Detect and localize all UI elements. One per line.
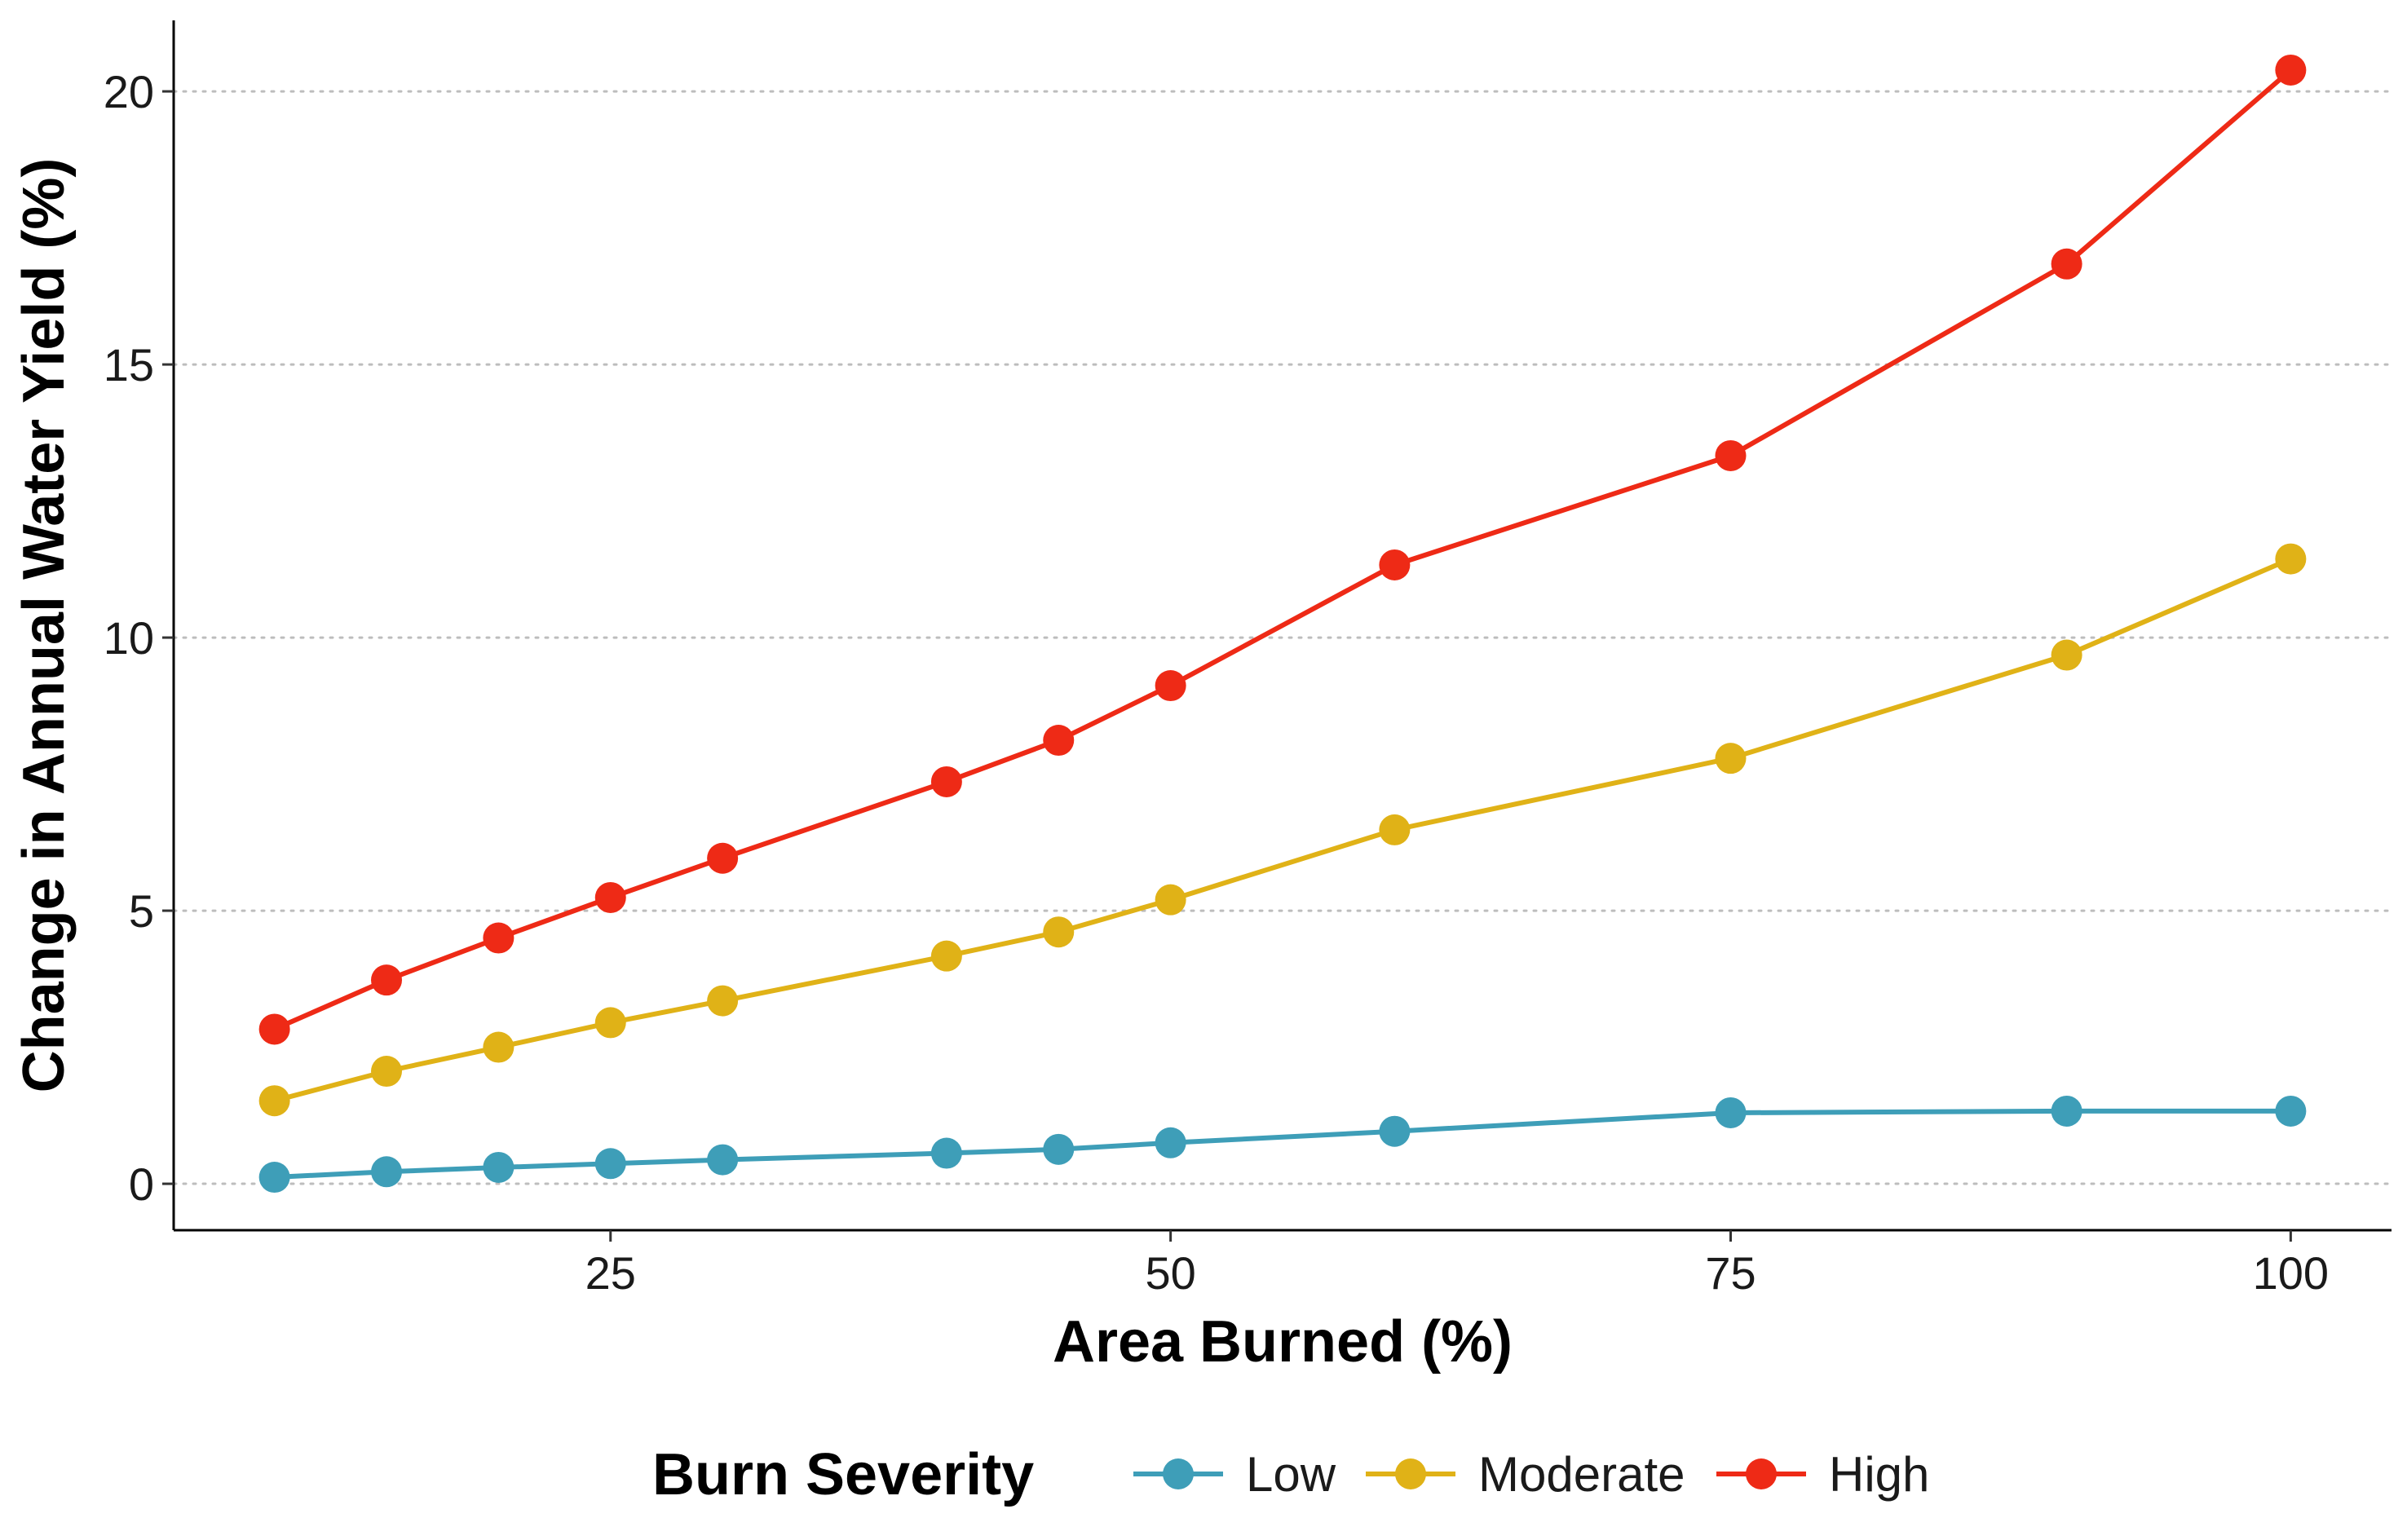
point-high-60 — [1379, 549, 1411, 580]
series-low — [258, 1095, 2307, 1194]
point-low-50 — [1155, 1127, 1186, 1158]
x-tick-label-75: 75 — [1705, 1247, 1756, 1299]
grid-lines — [172, 90, 2393, 1185]
x-axis-title: Area Burned (%) — [1053, 1309, 1513, 1375]
y-tick-label-5: 5 — [129, 885, 154, 937]
point-high-40 — [930, 766, 962, 797]
point-low-20 — [483, 1151, 515, 1183]
point-low-60 — [1379, 1115, 1411, 1147]
tick-labels: 0 5 10 15 20 25 50 75 100 — [104, 66, 2329, 1299]
x-tick-label-25: 25 — [585, 1247, 636, 1299]
point-moderate-60 — [1379, 814, 1411, 845]
data-series — [258, 54, 2307, 1194]
legend-key-point-low — [1163, 1458, 1194, 1489]
point-moderate-90 — [2051, 639, 2082, 671]
point-moderate-10 — [258, 1085, 290, 1117]
point-moderate-25 — [594, 1007, 626, 1039]
point-low-75 — [1715, 1097, 1747, 1128]
y-tick-label-15: 15 — [104, 339, 154, 391]
x-tick-label-50: 50 — [1145, 1247, 1195, 1299]
legend-label-moderate: Moderate — [1478, 1447, 1685, 1502]
y-axis-title: Change in Annual Water Yield (%) — [11, 158, 77, 1093]
point-moderate-75 — [1715, 743, 1747, 774]
x-tick-label-100: 100 — [2253, 1247, 2329, 1299]
point-low-25 — [594, 1148, 626, 1180]
point-high-10 — [258, 1013, 290, 1045]
legend-title: Burn Severity — [652, 1442, 1034, 1507]
point-low-10 — [258, 1162, 290, 1194]
point-moderate-100 — [2275, 543, 2307, 575]
legend-key-point-high — [1746, 1458, 1777, 1489]
point-moderate-50 — [1155, 884, 1186, 916]
point-high-90 — [2051, 248, 2082, 280]
point-low-100 — [2275, 1095, 2307, 1127]
line-moderate — [272, 556, 2294, 1104]
y-tick-label-0: 0 — [129, 1158, 154, 1210]
point-high-50 — [1155, 670, 1186, 702]
axes — [162, 20, 2392, 1242]
point-moderate-45 — [1043, 916, 1075, 948]
point-moderate-20 — [483, 1031, 515, 1063]
series-high — [258, 54, 2307, 1045]
point-high-15 — [371, 964, 403, 996]
legend: Burn Severity Low Moderate High — [652, 1442, 1929, 1507]
point-high-45 — [1043, 725, 1075, 757]
point-low-30 — [707, 1144, 739, 1176]
point-high-75 — [1715, 439, 1747, 471]
point-low-90 — [2051, 1095, 2082, 1127]
legend-label-low: Low — [1246, 1447, 1336, 1502]
legend-label-high: High — [1829, 1447, 1929, 1502]
y-tick-label-20: 20 — [104, 66, 154, 117]
line-high — [272, 68, 2294, 1032]
y-tick-label-10: 10 — [104, 612, 154, 664]
point-high-30 — [707, 842, 739, 874]
point-high-25 — [594, 881, 626, 913]
point-low-40 — [930, 1137, 962, 1169]
point-moderate-30 — [707, 985, 739, 1017]
line-low — [272, 1108, 2294, 1180]
series-moderate — [258, 543, 2307, 1117]
point-moderate-15 — [371, 1056, 403, 1088]
legend-key-point-moderate — [1395, 1458, 1426, 1489]
point-low-45 — [1043, 1133, 1075, 1165]
point-high-20 — [483, 922, 515, 954]
point-high-100 — [2275, 54, 2307, 86]
point-moderate-40 — [930, 940, 962, 972]
point-low-15 — [371, 1156, 403, 1188]
